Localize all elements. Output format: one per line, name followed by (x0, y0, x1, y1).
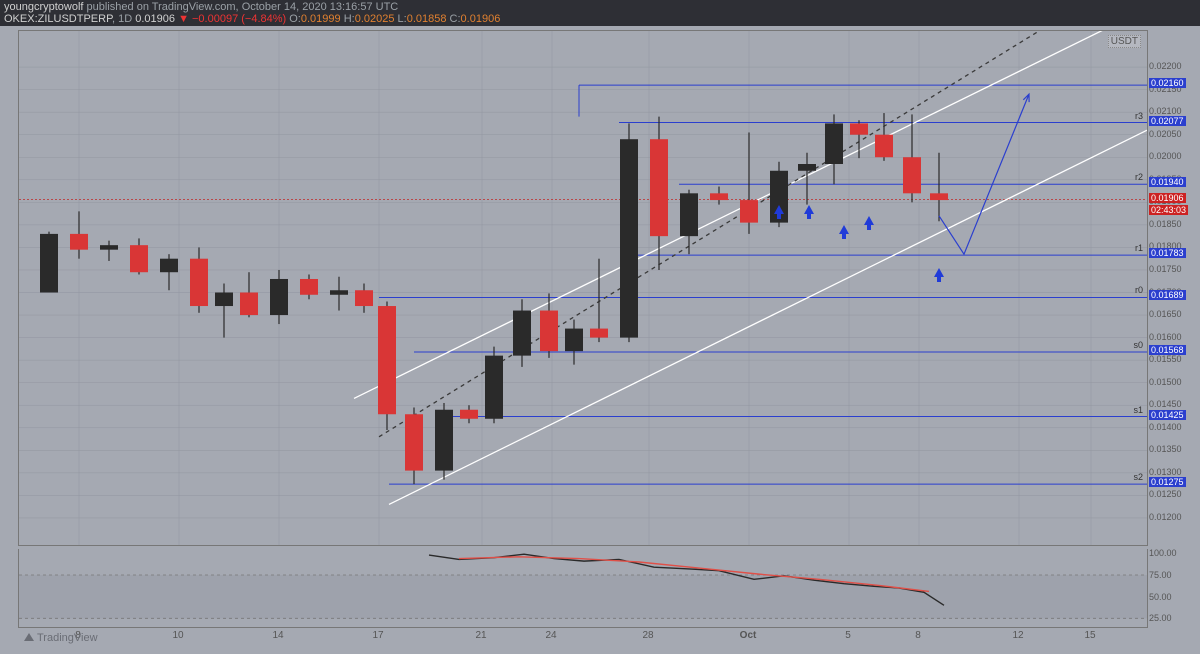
time-tick: 28 (642, 630, 653, 641)
pivot-price-label: 0.02077 (1149, 116, 1186, 126)
pivot-price-label: 0.01689 (1149, 290, 1186, 300)
signal-arrow-icon (804, 205, 814, 214)
tradingview-logo-icon (24, 633, 34, 641)
pivot-price-label: 0.01425 (1149, 410, 1186, 420)
signal-arrow-icon (934, 268, 944, 277)
time-axis: 8101417212428Oct581215 (18, 628, 1146, 648)
pivot-tag: r3 (1135, 111, 1143, 121)
pivot-price-label: 0.02160 (1149, 78, 1186, 88)
ohlc-close: 0.01906 (461, 13, 501, 25)
signal-arrow-icon (774, 205, 784, 214)
time-tick: 12 (1012, 630, 1023, 641)
time-tick: 15 (1084, 630, 1095, 641)
chart-header: youngcryptowolf published on TradingView… (0, 0, 1200, 26)
tradingview-watermark: TradingView (24, 632, 98, 644)
chart-screenshot: youngcryptowolf published on TradingView… (0, 0, 1200, 654)
time-tick: 21 (475, 630, 486, 641)
pivot-price-label: 0.01940 (1149, 177, 1186, 187)
change-value: −0.00097 (−4.84%) (189, 13, 289, 25)
price-axis: 0.012000.012500.013000.013500.014000.014… (1147, 30, 1197, 544)
ohlc-high: 0.02025 (355, 13, 395, 25)
symbol: OKEX:ZILUSDTPERP (4, 13, 112, 25)
publish-timestamp: October 14, 2020 13:16:57 UTC (242, 1, 399, 13)
time-tick: Oct (740, 630, 757, 641)
time-tick: 24 (545, 630, 556, 641)
pivot-tag: s2 (1133, 472, 1143, 482)
ohlc-low: 0.01858 (407, 13, 447, 25)
indicator-axis: 25.0050.0075.00100.00 (1147, 549, 1197, 627)
author: youngcryptowolf (4, 1, 84, 13)
ohlc-open: 0.01999 (301, 13, 341, 25)
pivot-tag: s1 (1133, 405, 1143, 415)
pivot-tag: r1 (1135, 243, 1143, 253)
price-label: 0.01906 (1149, 193, 1186, 203)
time-tick: 14 (272, 630, 283, 641)
time-tick: 5 (845, 630, 851, 641)
countdown-label: 02:43:03 (1149, 205, 1188, 215)
indicator-pane[interactable] (18, 549, 1148, 628)
time-tick: 17 (372, 630, 383, 641)
pivot-tag: r2 (1135, 172, 1143, 182)
currency-label: USDT (1108, 35, 1141, 48)
price-chart-svg (19, 31, 1147, 545)
change-arrow-icon: ▼ (178, 13, 189, 25)
signal-arrow-icon (839, 225, 849, 234)
pivot-price-label: 0.01783 (1149, 248, 1186, 258)
last-price: 0.01906 (135, 13, 175, 25)
time-tick: 8 (915, 630, 921, 641)
pivot-price-label: 0.01275 (1149, 477, 1186, 487)
pivot-tag: s0 (1133, 340, 1143, 350)
price-chart[interactable]: USDT r3 r2 r1 r0 s0 s1 s2 (18, 30, 1148, 546)
time-tick: 10 (172, 630, 183, 641)
signal-arrow-icon (864, 216, 874, 225)
indicator-svg (19, 549, 1147, 627)
pivot-tag: r0 (1135, 285, 1143, 295)
pivot-price-label: 0.01568 (1149, 345, 1186, 355)
